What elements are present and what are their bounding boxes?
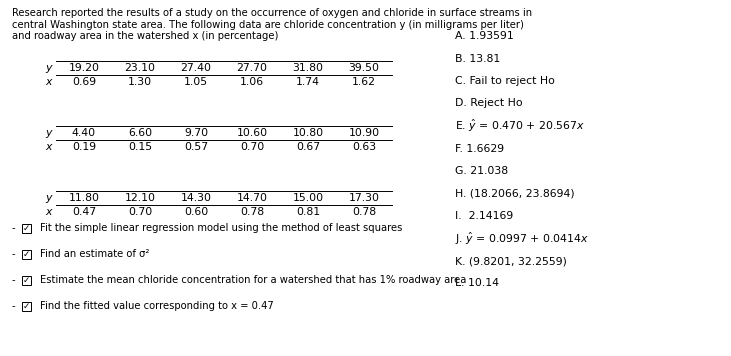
Text: x: x xyxy=(45,77,52,87)
Text: 1.06: 1.06 xyxy=(240,77,264,87)
Text: 1.30: 1.30 xyxy=(128,77,152,87)
Text: -: - xyxy=(12,223,15,233)
Text: 10.90: 10.90 xyxy=(349,128,379,138)
Text: Find an estimate of σ²: Find an estimate of σ² xyxy=(40,249,149,259)
Text: 1.62: 1.62 xyxy=(352,77,376,87)
Text: 0.81: 0.81 xyxy=(296,207,320,217)
Text: -: - xyxy=(12,275,15,285)
Text: -: - xyxy=(12,301,15,311)
Text: 12.10: 12.10 xyxy=(124,193,156,203)
Text: C. Fail to reject Ho: C. Fail to reject Ho xyxy=(455,76,555,86)
Text: I.  2.14169: I. 2.14169 xyxy=(455,211,513,221)
Text: Find the fitted value corresponding to x = 0.47: Find the fitted value corresponding to x… xyxy=(40,301,273,311)
Text: -: - xyxy=(12,249,15,259)
FancyBboxPatch shape xyxy=(22,302,31,310)
Text: 0.67: 0.67 xyxy=(296,142,320,152)
Text: J. $\hat{y}$ = 0.0997 + 0.0414$x$: J. $\hat{y}$ = 0.0997 + 0.0414$x$ xyxy=(455,230,588,247)
Text: 0.78: 0.78 xyxy=(352,207,376,217)
Text: E. $\hat{y}$ = 0.470 + 20.567$x$: E. $\hat{y}$ = 0.470 + 20.567$x$ xyxy=(455,118,585,134)
Text: 11.80: 11.80 xyxy=(69,193,99,203)
Text: ✓: ✓ xyxy=(23,250,30,258)
Text: y: y xyxy=(45,193,52,203)
FancyBboxPatch shape xyxy=(22,276,31,284)
Text: F. 1.6629: F. 1.6629 xyxy=(455,143,504,153)
Text: 14.70: 14.70 xyxy=(237,193,268,203)
Text: ✓: ✓ xyxy=(23,224,30,232)
Text: 27.40: 27.40 xyxy=(181,63,211,73)
Text: L. 10.14: L. 10.14 xyxy=(455,278,499,288)
Text: 9.70: 9.70 xyxy=(184,128,208,138)
Text: 31.80: 31.80 xyxy=(292,63,324,73)
Text: 0.63: 0.63 xyxy=(352,142,376,152)
Text: 0.57: 0.57 xyxy=(184,142,208,152)
Text: Estimate the mean chloride concentration for a watershed that has 1% roadway are: Estimate the mean chloride concentration… xyxy=(40,275,466,285)
Text: 6.60: 6.60 xyxy=(128,128,152,138)
Text: B. 13.81: B. 13.81 xyxy=(455,53,500,63)
Text: 15.00: 15.00 xyxy=(292,193,324,203)
Text: 19.20: 19.20 xyxy=(69,63,99,73)
Text: 0.70: 0.70 xyxy=(128,207,152,217)
Text: 10.80: 10.80 xyxy=(292,128,324,138)
Text: ✓: ✓ xyxy=(23,276,30,284)
Text: A. 1.93591: A. 1.93591 xyxy=(455,31,514,41)
Text: x: x xyxy=(45,207,52,217)
Text: 0.15: 0.15 xyxy=(128,142,152,152)
Text: x: x xyxy=(45,142,52,152)
Text: K. (9.8201, 32.2559): K. (9.8201, 32.2559) xyxy=(455,256,567,266)
Text: 0.19: 0.19 xyxy=(72,142,96,152)
Text: 1.74: 1.74 xyxy=(296,77,320,87)
Text: 4.40: 4.40 xyxy=(72,128,96,138)
Text: 0.69: 0.69 xyxy=(72,77,96,87)
Text: D. Reject Ho: D. Reject Ho xyxy=(455,99,523,109)
FancyBboxPatch shape xyxy=(22,250,31,258)
Text: 0.47: 0.47 xyxy=(72,207,96,217)
Text: 0.78: 0.78 xyxy=(240,207,264,217)
Text: G. 21.038: G. 21.038 xyxy=(455,166,508,176)
Text: 10.60: 10.60 xyxy=(236,128,268,138)
Text: 27.70: 27.70 xyxy=(237,63,268,73)
Text: H. (18.2066, 23.8694): H. (18.2066, 23.8694) xyxy=(455,188,575,199)
Text: 0.70: 0.70 xyxy=(240,142,264,152)
Text: 0.60: 0.60 xyxy=(184,207,208,217)
Text: Research reported the results of a study on the occurrence of oxygen and chlorid: Research reported the results of a study… xyxy=(12,8,532,18)
Text: 23.10: 23.10 xyxy=(124,63,156,73)
Text: 39.50: 39.50 xyxy=(349,63,379,73)
Text: 14.30: 14.30 xyxy=(181,193,211,203)
Text: 17.30: 17.30 xyxy=(349,193,379,203)
Text: and roadway area in the watershed x (in percentage): and roadway area in the watershed x (in … xyxy=(12,31,279,41)
Text: Fit the simple linear regression model using the method of least squares: Fit the simple linear regression model u… xyxy=(40,223,402,233)
Text: 1.05: 1.05 xyxy=(184,77,208,87)
Text: ✓: ✓ xyxy=(23,302,30,310)
FancyBboxPatch shape xyxy=(22,224,31,232)
Text: y: y xyxy=(45,128,52,138)
Text: central Washington state area. The following data are chloride concentration y (: central Washington state area. The follo… xyxy=(12,20,524,30)
Text: y: y xyxy=(45,63,52,73)
